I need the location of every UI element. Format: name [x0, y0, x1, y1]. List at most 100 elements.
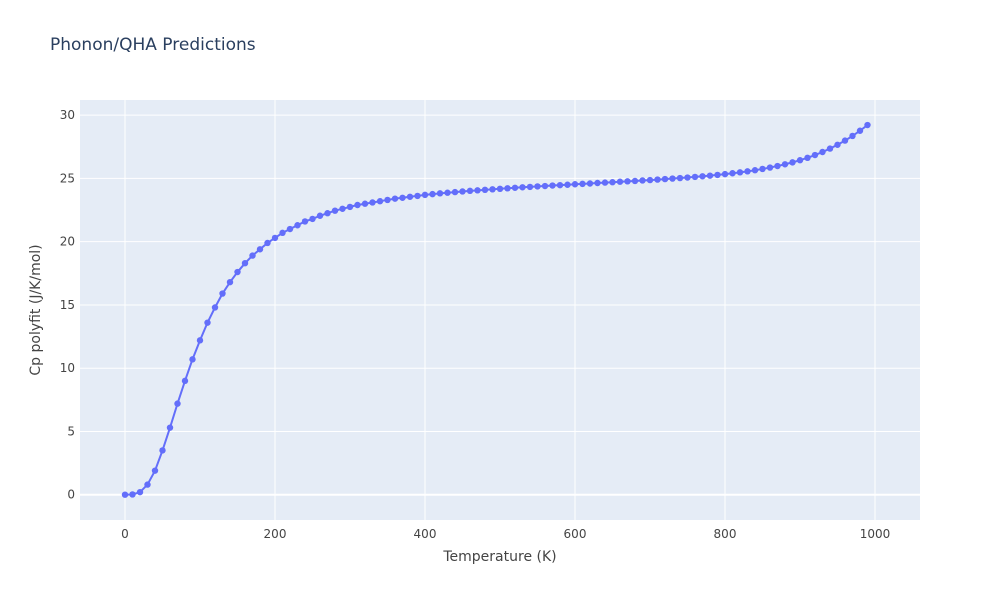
data-point: [466, 187, 474, 195]
data-point: [541, 182, 549, 190]
data-point: [781, 161, 789, 168]
y-tick-label: 25: [60, 171, 75, 185]
data-point: [586, 180, 594, 187]
data-point: [526, 183, 534, 191]
data-point: [316, 212, 324, 219]
data-point: [436, 190, 444, 197]
data-point: [774, 162, 781, 170]
y-tick-label: 0: [67, 488, 75, 502]
data-point: [819, 148, 826, 156]
data-point: [511, 184, 519, 191]
data-point: [624, 178, 631, 185]
data-point: [226, 278, 234, 286]
data-point: [189, 356, 196, 363]
data-point: [594, 179, 601, 187]
data-point: [489, 186, 496, 193]
data-point: [256, 246, 264, 253]
data-point: [699, 173, 706, 180]
data-point: [309, 215, 316, 223]
data-point: [286, 225, 294, 233]
data-point: [766, 164, 774, 171]
data-point: [166, 424, 174, 431]
data-point: [204, 319, 211, 326]
data-point: [796, 157, 804, 164]
data-point: [294, 222, 301, 229]
data-point: [346, 203, 354, 211]
data-point: [459, 188, 466, 195]
data-point: [421, 191, 429, 199]
x-tick-label: 600: [564, 527, 587, 541]
data-point: [354, 201, 361, 209]
data-point: [744, 168, 751, 175]
x-axis-title: Temperature (K): [442, 549, 556, 565]
data-point: [534, 183, 541, 190]
data-point: [691, 173, 699, 181]
data-point: [639, 177, 646, 184]
data-point: [684, 174, 691, 181]
data-point: [864, 121, 871, 129]
data-point: [721, 170, 729, 178]
data-line: [124, 124, 869, 496]
data-point: [759, 165, 766, 173]
data-point: [556, 181, 564, 189]
data-point: [121, 491, 129, 498]
data-point: [376, 198, 384, 205]
data-point: [361, 200, 369, 207]
data-point: [271, 234, 279, 242]
data-point: [804, 154, 811, 162]
data-point: [144, 481, 151, 488]
data-point: [406, 193, 414, 200]
data-point: [181, 377, 189, 385]
data-point: [481, 186, 489, 194]
data-point: [669, 175, 676, 182]
y-tick-label: 10: [60, 361, 75, 375]
data-point: [219, 290, 226, 297]
data-point: [384, 196, 391, 204]
y-axis-title: Cp polyfit (J/K/mol): [28, 244, 44, 375]
data-point: [706, 172, 714, 179]
data-point: [391, 195, 399, 202]
data-point: [174, 400, 181, 407]
data-point: [789, 159, 796, 166]
data-point: [609, 179, 616, 186]
data-point: [324, 210, 331, 217]
data-point: [151, 467, 159, 474]
data-point: [646, 176, 654, 184]
data-point: [811, 151, 819, 159]
y-tick-label: 15: [60, 298, 75, 312]
data-point: [616, 178, 624, 185]
data-point: [196, 337, 204, 344]
data-point: [496, 185, 504, 193]
plot-area: [80, 100, 920, 520]
data-point: [729, 170, 736, 177]
data-point: [736, 169, 744, 176]
data-point: [661, 175, 669, 183]
data-point: [429, 190, 436, 198]
data-point: [369, 199, 376, 206]
data-point: [331, 207, 339, 214]
x-tick-label: 0: [121, 527, 129, 541]
y-tick-label: 20: [60, 235, 75, 249]
data-point: [631, 177, 639, 185]
data-point: [826, 145, 834, 152]
data-point: [301, 218, 309, 225]
data-point: [571, 181, 579, 188]
data-point: [564, 181, 571, 188]
x-tick-label: 200: [264, 527, 287, 541]
data-point: [676, 174, 684, 182]
data-point: [856, 127, 864, 134]
data-point: [504, 185, 511, 192]
data-point: [279, 229, 286, 237]
data-point: [849, 132, 856, 140]
data-point: [601, 179, 609, 186]
data-point: [159, 447, 166, 454]
chart-title: Phonon/QHA Predictions: [50, 35, 256, 55]
y-tick-label: 5: [67, 424, 75, 438]
data-point: [234, 268, 241, 276]
data-point: [264, 239, 271, 247]
data-point: [249, 252, 256, 259]
x-tick-label: 800: [714, 527, 737, 541]
data-point: [654, 176, 661, 183]
data-point: [519, 184, 526, 191]
